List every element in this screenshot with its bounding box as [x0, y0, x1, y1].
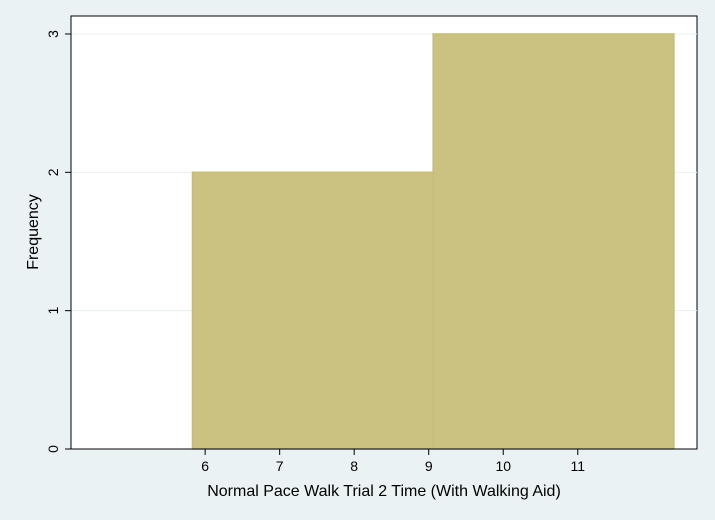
x-tick-label-1: 7	[276, 458, 284, 474]
x-tick-label-4: 10	[495, 458, 511, 474]
y-axis-title: Frequency	[25, 194, 42, 270]
y-tick-label-3: 3	[45, 30, 61, 38]
x-ticks: 6 7 8 9 10 11	[201, 449, 585, 474]
y-tick-label-2: 2	[45, 168, 61, 176]
x-tick-label-2: 8	[350, 458, 358, 474]
histogram-bar-1	[432, 33, 675, 450]
bars	[191, 33, 675, 450]
y-tick-label-0: 0	[45, 445, 61, 453]
y-ticks: 0 1 2 3	[45, 30, 71, 453]
x-tick-label-3: 9	[425, 458, 433, 474]
y-tick-label-1: 1	[45, 307, 61, 315]
histogram-bar-0	[191, 171, 434, 450]
x-axis-title: Normal Pace Walk Trial 2 Time (With Walk…	[207, 483, 561, 500]
x-tick-label-0: 6	[201, 458, 209, 474]
x-tick-label-5: 11	[570, 458, 585, 474]
